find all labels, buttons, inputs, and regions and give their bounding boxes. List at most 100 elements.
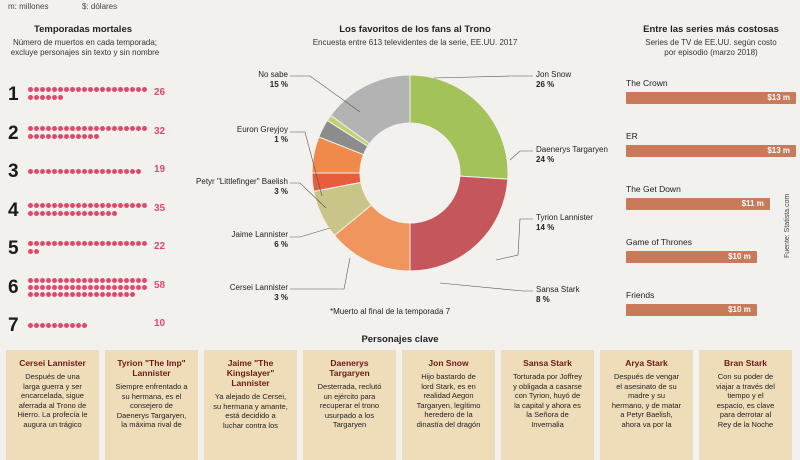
death-dot [34,210,39,216]
donut-chart [311,74,509,272]
death-dot [28,169,33,174]
death-dot [52,277,57,283]
death-dot [58,95,63,100]
character-card: Bran Stark Con su poder de viajar a través… [699,350,792,460]
death-dot [46,87,51,92]
label-daenerys: Daenerys Targaryen 24 % [536,145,608,164]
death-dot [40,133,45,139]
death-dot [40,323,45,328]
costly-title: Entre las series más costosas [643,24,779,35]
death-dot [130,87,135,92]
death-dot [46,169,51,174]
death-dot [142,125,147,131]
series-bar: $10 m [626,251,757,263]
season-row: 6 58 [8,277,168,299]
death-dot [76,133,81,139]
death-dot [52,95,57,100]
death-dot [52,169,57,174]
death-dot [88,169,93,174]
death-dot [118,284,123,290]
death-dot [94,284,99,290]
seasons-title: Temporadas mortales [33,24,133,35]
death-dot [64,169,69,174]
death-dot [46,95,51,100]
death-dot [76,277,81,283]
death-dot [70,284,75,290]
season-number: 2 [8,122,19,144]
death-dot [94,87,99,92]
series-name: Game of Thrones [626,237,692,247]
death-dot [28,95,33,100]
death-dot [130,125,135,131]
death-dot [142,277,147,283]
death-dot [70,133,75,139]
season-dots [28,161,152,183]
death-dot [58,284,63,290]
death-dot [106,87,111,92]
series-bar-row: Game of Thrones $10 m [626,237,796,263]
series-name: ER [626,131,638,141]
death-dot [82,202,87,208]
death-dot [46,202,51,208]
costly-subtitle: Series de TV de EE.UU. según costo por e… [645,38,777,57]
death-dot [118,291,123,297]
death-dot [88,210,93,216]
death-dot [94,133,99,139]
death-dot [130,291,135,297]
death-dot [106,277,111,283]
death-dot [82,241,87,246]
death-dot [82,210,87,216]
death-dot [88,277,93,283]
death-dot [52,125,57,131]
death-dot [88,125,93,131]
season-value: 26 [154,87,166,98]
death-dot [70,202,75,208]
death-dot [142,202,147,208]
series-value-label: $11 m [741,199,764,208]
death-dot [124,277,129,283]
death-dot [124,241,129,246]
death-dot [76,202,81,208]
death-dot [124,169,129,174]
death-dot [28,249,33,254]
death-dot [64,125,69,131]
death-dot [28,291,33,297]
death-dot [70,169,75,174]
death-dot [76,241,81,246]
death-dot [112,87,117,92]
series-name: The Get Down [626,184,681,194]
death-dot [64,241,69,246]
death-dot [136,202,141,208]
death-dot [40,87,45,92]
death-dot [52,284,57,290]
death-dot [64,210,69,216]
death-dot [34,95,39,100]
season-number: 5 [8,238,19,259]
death-dot [118,169,123,174]
series-value-label: $10 m [728,252,751,261]
death-dot [94,169,99,174]
death-dot [70,210,75,216]
character-name: Sansa Stark [523,358,572,368]
death-dot [106,169,111,174]
death-dot [40,277,45,283]
death-dot [100,210,105,216]
character-name: Cersei Lannister [19,358,86,368]
death-dot [46,284,51,290]
death-dot [82,87,87,92]
season-row: 2 32 [8,123,168,145]
death-dot [112,125,117,131]
death-dot [106,241,111,246]
death-dot [94,210,99,216]
death-dot [136,125,141,131]
series-bar-row: Friends $10 m [626,290,796,316]
death-dot [46,277,51,283]
death-dot [100,277,105,283]
death-dot [28,210,33,216]
label-no-sabe: No sabe 15 % [258,70,288,89]
death-dot [124,291,129,297]
death-dot [112,291,117,297]
death-dot [34,241,39,246]
death-dot [88,202,93,208]
season-number: 4 [8,199,19,221]
